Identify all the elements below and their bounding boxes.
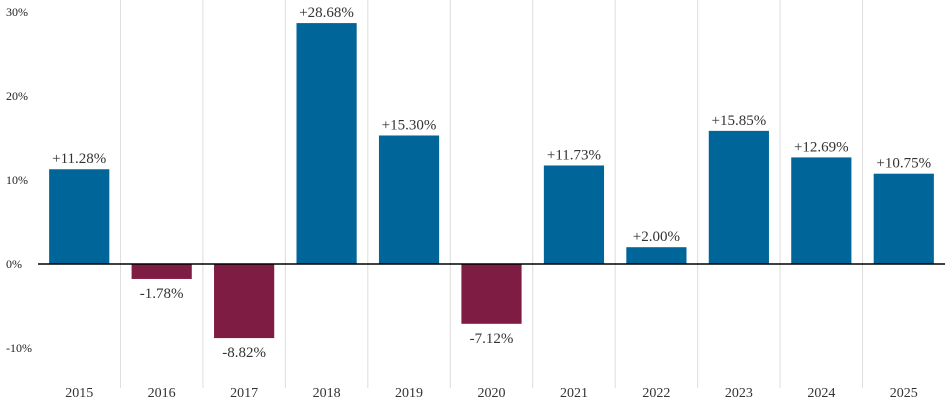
data-label-2024: +12.69% <box>794 139 849 155</box>
data-label-2017: -8.82% <box>222 345 266 361</box>
bar-2023 <box>708 130 769 264</box>
y-tick-label: 10% <box>6 173 28 187</box>
bar-2016 <box>131 264 192 279</box>
x-axis: 2015 2016 2017 2018 2019 2020 2021 2022 2023 2024… <box>65 386 918 401</box>
data-label-2015: +11.28% <box>52 151 106 167</box>
bars <box>49 23 934 339</box>
bar-2019 <box>378 135 440 264</box>
bar-2021 <box>543 165 605 264</box>
x-tick-label: 2021 <box>560 386 588 401</box>
x-tick-label: 2023 <box>725 386 753 401</box>
bar-2020 <box>461 264 522 324</box>
x-tick-label: 2024 <box>807 386 835 401</box>
data-label-2019: +15.30% <box>382 117 437 133</box>
category-separators <box>119 0 864 388</box>
bar-2015 <box>49 169 110 264</box>
bar-2022 <box>626 247 687 264</box>
bar-2017 <box>214 264 275 339</box>
bar-2018 <box>296 23 357 265</box>
bar-2025 <box>873 173 934 264</box>
x-tick-label: 2016 <box>148 386 176 401</box>
x-tick-label: 2022 <box>642 386 670 401</box>
y-tick-label: 30% <box>6 5 28 19</box>
data-labels: +11.28% -1.78% -8.82% +28.68% +15.30% -7.12% +… <box>52 5 931 361</box>
data-label-2016: -1.78% <box>140 286 184 302</box>
data-label-2021: +11.73% <box>547 147 601 163</box>
x-tick-label: 2017 <box>230 386 258 401</box>
x-tick-label: 2019 <box>395 386 423 401</box>
y-tick-label: 0% <box>6 257 22 271</box>
y-tick-label: 20% <box>6 89 28 103</box>
data-label-2023: +15.85% <box>712 113 767 129</box>
y-axis: -10% 0% 10% 20% 30% <box>6 5 32 355</box>
x-tick-label: 2018 <box>313 386 341 401</box>
data-label-2025: +10.75% <box>876 156 931 172</box>
x-tick-label: 2025 <box>890 386 918 401</box>
y-tick-label: -10% <box>6 341 32 355</box>
data-label-2020: -7.12% <box>470 331 514 347</box>
x-tick-label: 2015 <box>65 386 93 401</box>
data-label-2018: +28.68% <box>299 5 354 21</box>
bar-2024 <box>791 157 852 264</box>
x-tick-label: 2020 <box>478 386 506 401</box>
data-label-2022: +2.00% <box>633 229 680 245</box>
